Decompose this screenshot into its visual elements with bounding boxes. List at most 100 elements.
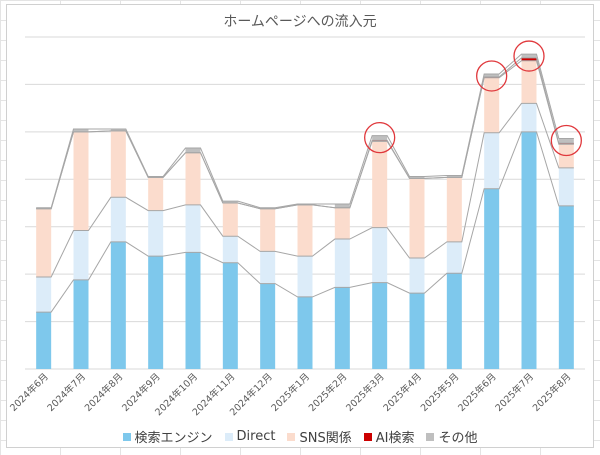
- bar-segment: [110, 130, 126, 198]
- x-tick-label: 2025年3月: [343, 371, 386, 414]
- x-tick-label: 2025年6月: [455, 371, 498, 414]
- bar-segment: [334, 287, 350, 369]
- bar-segment: [222, 236, 238, 263]
- bar-segment: [484, 77, 500, 133]
- bar-segment: [185, 204, 201, 253]
- legend-swatch: [363, 432, 372, 441]
- bar-segment: [409, 258, 425, 294]
- legend-swatch: [426, 432, 435, 441]
- bar-segment: [558, 138, 574, 144]
- bar-segment: [484, 188, 500, 369]
- series-line: [36, 131, 574, 313]
- bar-segment: [260, 251, 276, 284]
- highlight-circle: [513, 40, 545, 72]
- bar-segment: [334, 207, 350, 240]
- legend-label: その他: [438, 431, 478, 446]
- legend-label: Direct: [236, 429, 276, 444]
- highlight-circle: [550, 124, 582, 157]
- legend-item: SNS関係: [287, 427, 352, 446]
- bar-segment: [73, 279, 89, 369]
- bar-segment: [260, 208, 276, 252]
- legend-label: 検索エンジン: [134, 431, 213, 446]
- legend-swatch: [224, 432, 233, 441]
- highlight-circles: [364, 40, 582, 157]
- highlight-circle: [476, 60, 508, 92]
- bar-segment: [185, 147, 201, 153]
- stacked-bar-chart: 2024年6月2024年7月2024年8月2024年9月2024年10月2024…: [7, 36, 585, 419]
- series-line: [36, 57, 574, 210]
- bar-segment: [110, 129, 126, 131]
- series-2: [36, 60, 574, 277]
- legend-item: 検索エンジン: [122, 427, 213, 446]
- bar-segment: [185, 252, 201, 369]
- legend-label: SNS関係: [299, 431, 352, 446]
- bar-segment: [446, 177, 462, 242]
- bar-segment: [148, 256, 164, 369]
- bar-segment: [372, 282, 388, 369]
- bar-segment: [334, 239, 350, 288]
- bar-segment: [297, 256, 313, 297]
- x-tick-label: 2024年8月: [82, 371, 125, 414]
- bar-segment: [521, 54, 537, 58]
- bar-segment: [446, 241, 462, 274]
- series-lines: [36, 53, 574, 313]
- bar-segment: [409, 178, 425, 259]
- bar-segment: [521, 60, 537, 104]
- bar-segment: [521, 131, 537, 369]
- bar-segment: [372, 135, 388, 141]
- bar-segment: [36, 208, 52, 277]
- bar-segment: [260, 283, 276, 369]
- bar-segment: [446, 273, 462, 369]
- series-1: [36, 103, 574, 313]
- chart-title: ホームページへの流入元: [223, 14, 377, 30]
- bar-segment: [372, 141, 388, 228]
- bar-segment: [110, 241, 126, 369]
- bar-segment: [446, 175, 462, 178]
- x-tick-label: 2024年6月: [7, 371, 50, 414]
- series-line: [36, 102, 574, 278]
- bar-segment: [521, 57, 537, 61]
- series-0: [36, 131, 574, 369]
- legend-swatch: [287, 432, 296, 441]
- bar-segment: [73, 131, 89, 231]
- bar-segment: [222, 203, 238, 237]
- bar-segment: [110, 197, 126, 242]
- bar-segment: [36, 312, 52, 369]
- x-tick-label: 2025年1月: [269, 371, 312, 414]
- legend-swatch: [122, 432, 131, 441]
- series-3: [372, 57, 574, 145]
- x-tick-label: 2024年7月: [45, 371, 88, 414]
- bar-segment: [484, 132, 500, 189]
- legend-label: AI検索: [375, 431, 415, 446]
- chart-legend: 検索エンジン Direct SNS関係 AI検索 その他: [7, 427, 593, 446]
- series-line: [36, 53, 574, 209]
- bar-segment: [297, 204, 313, 257]
- bar-segment: [297, 296, 313, 369]
- x-tick-label: 2025年2月: [306, 371, 349, 414]
- bar-segment: [148, 177, 164, 211]
- x-tick-label: 2025年5月: [418, 371, 461, 414]
- bar-segment: [185, 152, 201, 205]
- x-tick-label: 2025年7月: [493, 371, 536, 414]
- chart-area[interactable]: ホームページへの流入元 2024年6月 2024年7月 2024年8月 2024年9月…: [6, 4, 594, 448]
- bar-segment: [222, 262, 238, 369]
- legend-item: AI検索: [363, 427, 415, 446]
- bar-segment: [409, 176, 425, 179]
- bar-segment: [372, 227, 388, 283]
- bar-segment: [222, 201, 238, 203]
- bar-segment: [558, 167, 574, 206]
- bar-segment: [334, 203, 350, 208]
- legend-item: その他: [426, 427, 477, 446]
- x-tick-labels: 2024年6月2024年7月2024年8月2024年9月2024年10月2024…: [7, 371, 573, 419]
- bar-segment: [148, 210, 164, 257]
- bar-segment: [36, 276, 52, 313]
- bar-segment: [484, 73, 500, 77]
- highlight-circle: [364, 122, 396, 154]
- bar-segment: [73, 230, 89, 280]
- x-tick-label: 2025年4月: [381, 371, 424, 414]
- legend-item: Direct: [224, 427, 276, 446]
- bar-segment: [521, 103, 537, 132]
- bar-segment: [409, 293, 425, 369]
- x-tick-label: 2025年8月: [530, 371, 573, 414]
